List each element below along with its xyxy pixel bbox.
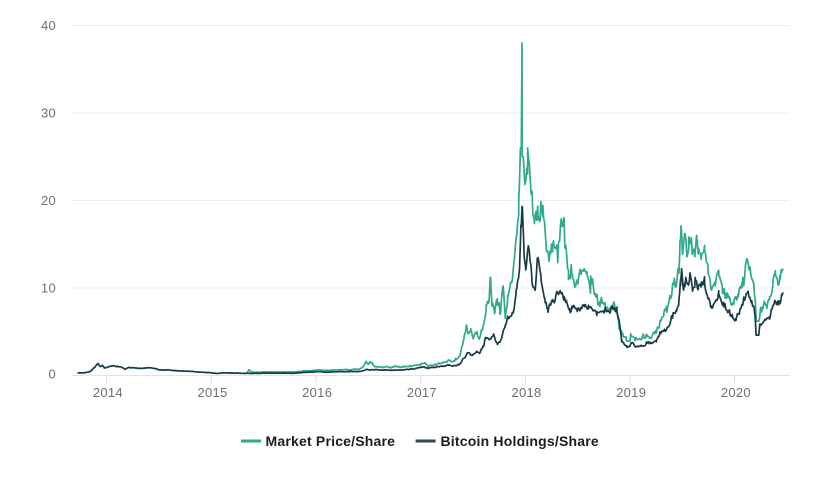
svg-text:40: 40: [41, 18, 56, 33]
svg-text:2019: 2019: [616, 385, 646, 400]
svg-text:2016: 2016: [302, 385, 332, 400]
svg-text:10: 10: [41, 281, 56, 296]
svg-text:30: 30: [41, 106, 56, 121]
svg-text:20: 20: [41, 193, 56, 208]
svg-text:Bitcoin Holdings/Share: Bitcoin Holdings/Share: [441, 433, 599, 449]
svg-text:Market Price/Share: Market Price/Share: [266, 433, 396, 449]
svg-text:2017: 2017: [407, 385, 437, 400]
svg-text:2014: 2014: [93, 385, 123, 400]
svg-text:2020: 2020: [721, 385, 751, 400]
svg-text:0: 0: [48, 366, 56, 381]
svg-text:2015: 2015: [197, 385, 227, 400]
svg-text:2018: 2018: [511, 385, 541, 400]
